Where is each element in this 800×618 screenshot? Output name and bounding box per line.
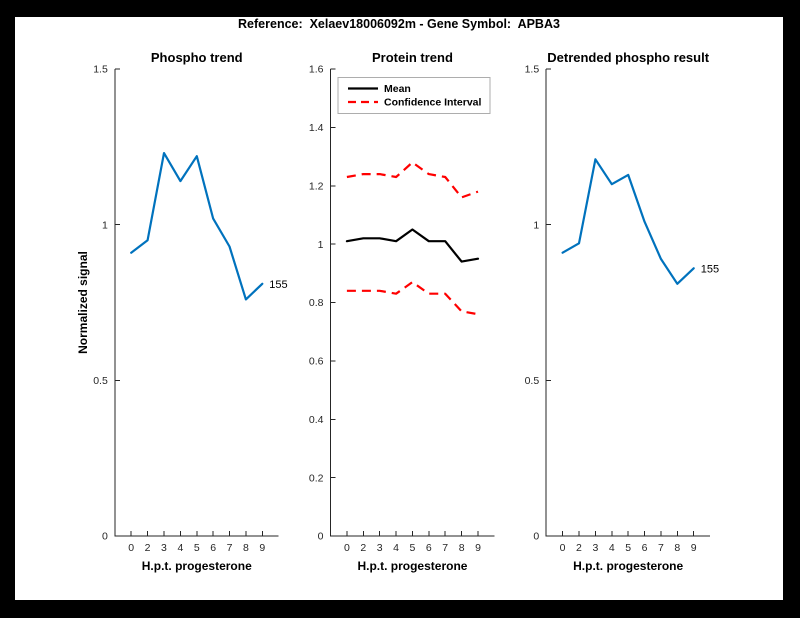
- figure-title: Reference: Xelaev18006092m - Gene Symbol…: [238, 17, 560, 31]
- x-tick-label: 5: [625, 542, 631, 554]
- y-tick-label: 1.6: [309, 64, 324, 76]
- series-line-mean: [345, 228, 480, 263]
- figure-canvas: Reference: Xelaev18006092m - Gene Symbol…: [15, 17, 783, 600]
- legend-label: Confidence Interval: [384, 97, 482, 109]
- y-tick-label: 0.8: [309, 297, 324, 309]
- x-tick-label: 2: [576, 542, 582, 554]
- y-tick-label: 1: [318, 239, 324, 251]
- x-axis-label: H.p.t. progesterone: [142, 559, 252, 573]
- axes-spines: [330, 69, 495, 537]
- series-line-phospho-signal: [130, 152, 264, 301]
- subplot-title: Phospho trend: [151, 50, 243, 65]
- x-axis-label: H.p.t. progesterone: [357, 559, 467, 573]
- y-tick-label: 1.2: [309, 180, 324, 192]
- y-tick-label: 1.4: [309, 122, 324, 134]
- x-tick-label: 2: [145, 542, 151, 554]
- x-tick-label: 9: [475, 542, 481, 554]
- x-tick-label: 4: [393, 542, 399, 554]
- subplot-title: Detrended phospho result: [547, 50, 709, 65]
- x-tick-label: 4: [609, 542, 615, 554]
- axes-spines: [545, 69, 711, 537]
- series-line-confidence-interval-upper: [346, 161, 479, 199]
- x-tick-label: 7: [442, 542, 448, 554]
- subplot-protein-trend: 0 2 3 4 5 6 7 8 900.20.40.60.811.21.41.6Protein …: [309, 50, 495, 573]
- x-tick-label: 8: [459, 542, 465, 554]
- x-tick-label: 7: [227, 542, 233, 554]
- x-tick-label: 6: [210, 542, 216, 554]
- axes-spines: [114, 69, 279, 537]
- x-tick-label: 8: [243, 542, 249, 554]
- x-tick-label: 7: [658, 542, 664, 554]
- x-tick-label: 0: [560, 542, 566, 554]
- y-tick-label: 0.5: [93, 375, 108, 387]
- x-tick-label: 2: [360, 542, 366, 554]
- endpoint-annotation: 155: [701, 263, 719, 275]
- subplot-title: Protein trend: [372, 50, 453, 65]
- y-tick-label: 1: [102, 219, 108, 231]
- x-tick-label: 9: [691, 542, 697, 554]
- x-tick-label: 6: [426, 542, 432, 554]
- x-tick-label: 4: [177, 542, 183, 554]
- y-tick-label: 0.6: [309, 356, 324, 368]
- x-tick-label: 0: [128, 542, 134, 554]
- y-tick-label: 1.5: [93, 64, 108, 76]
- y-tick-label: 0: [533, 531, 539, 543]
- x-axis-label: H.p.t. progesterone: [573, 559, 683, 573]
- x-tick-label: 5: [194, 542, 200, 554]
- x-tick-label: 5: [410, 542, 416, 554]
- series-line-detrended-phospho-signal: [561, 158, 695, 285]
- y-tick-label: 0.5: [525, 375, 540, 387]
- y-tick-label: 1: [533, 219, 539, 231]
- y-tick-label: 0: [318, 531, 324, 543]
- series-line-confidence-interval-lower: [346, 281, 479, 316]
- legend: Mean Confidence Interval: [337, 77, 491, 114]
- x-tick-label: 3: [161, 542, 167, 554]
- x-tick-label: 9: [259, 542, 265, 554]
- x-tick-label: 3: [377, 542, 383, 554]
- legend-label: Mean: [384, 83, 411, 95]
- y-axis-label: Normalized signal: [76, 251, 90, 354]
- x-tick-label: 8: [674, 542, 680, 554]
- y-tick-label: 0.2: [309, 472, 324, 484]
- endpoint-annotation: 155: [269, 279, 287, 291]
- y-tick-label: 1.5: [525, 64, 540, 76]
- x-tick-label: 6: [642, 542, 648, 554]
- y-tick-label: 0.4: [309, 414, 324, 426]
- x-tick-label: 3: [592, 542, 598, 554]
- legend-box: [337, 77, 491, 114]
- y-tick-label: 0: [102, 531, 108, 543]
- x-tick-label: 0: [344, 542, 350, 554]
